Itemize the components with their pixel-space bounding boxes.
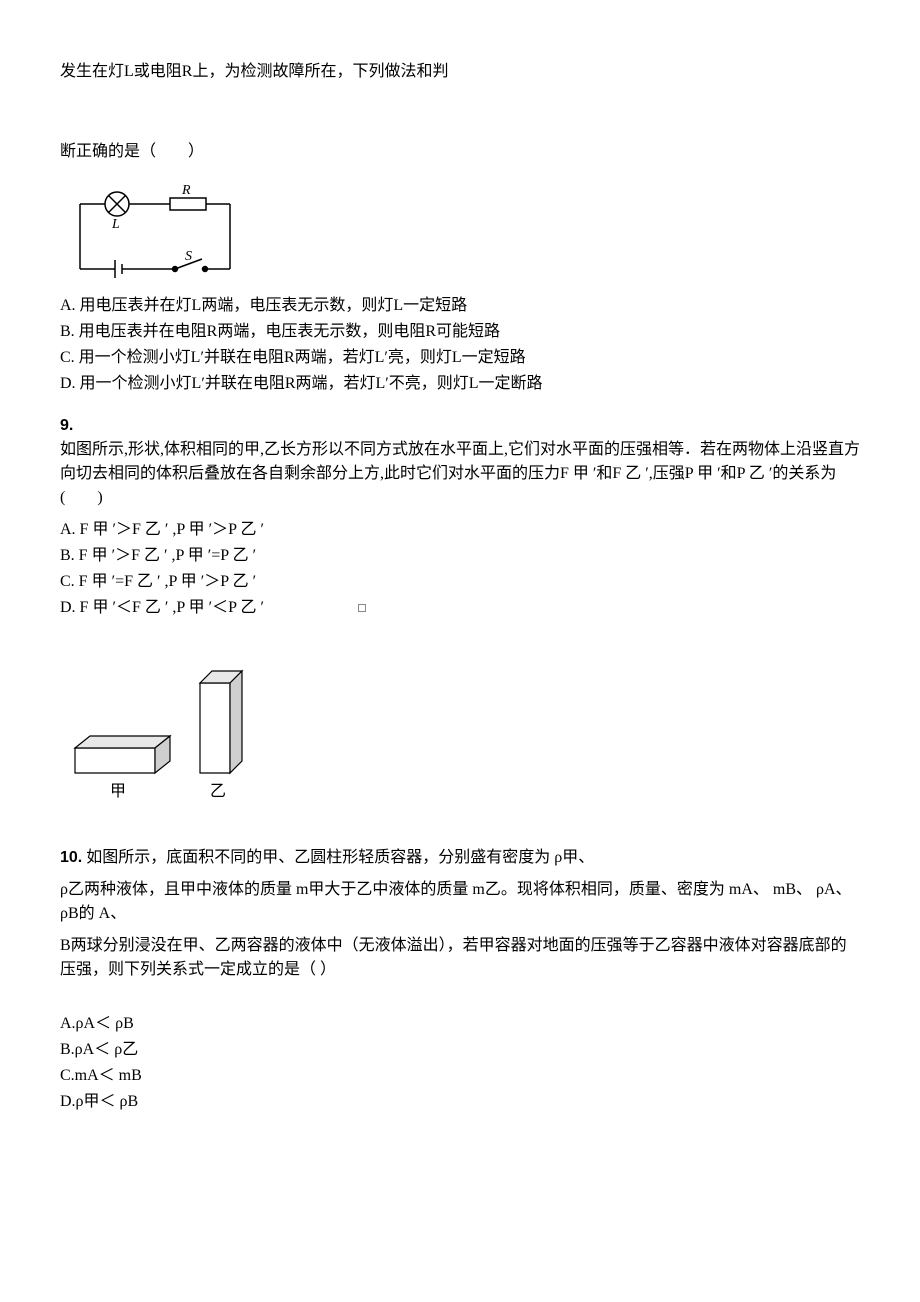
spacer <box>60 826 860 846</box>
block-label-yi: 乙 <box>210 783 226 800</box>
q9-blocks-figure: 甲 乙 <box>60 638 270 808</box>
circuit-label-S: S <box>185 249 192 264</box>
q8-stem-line2: 断正确的是（ ） <box>60 140 860 164</box>
spacer <box>60 990 860 1010</box>
circuit-label-L: L <box>111 217 120 232</box>
q10-line3: B两球分别浸没在甲、乙两容器的液体中（无液体溢出），若甲容器对地面的压强等于乙容… <box>60 934 860 982</box>
marker-icon <box>358 604 366 612</box>
q10-number: 10. <box>60 849 82 866</box>
q10-option-c: C.mA＜ mB <box>60 1064 860 1088</box>
q8-circuit-diagram: L R S <box>60 174 240 284</box>
q8-option-c: C. 用一个检测小灯L′并联在电阻R两端，若灯L′亮，则灯L一定短路 <box>60 346 860 370</box>
q8-option-d: D. 用一个检测小灯L′并联在电阻R两端，若灯L′不亮，则灯L一定断路 <box>60 372 860 396</box>
spacer <box>60 92 860 140</box>
q9-option-b: B. F 甲 ′＞F 乙 ′ ,P 甲 ′=P 乙 ′ <box>60 544 860 568</box>
q8-stem-line1: 发生在灯L或电阻R上，为检测故障所在，下列做法和判 <box>60 60 860 84</box>
q8-options: A. 用电压表并在灯L两端，电压表无示数，则灯L一定短路 B. 用电压表并在电阻… <box>60 294 860 396</box>
q9-number: 9. <box>60 414 860 438</box>
q9-options: A. F 甲 ′＞F 乙 ′ ,P 甲 ′＞P 乙 ′ B. F 甲 ′＞F 乙… <box>60 518 860 620</box>
q9-option-c: C. F 甲 ′=F 乙 ′ ,P 甲 ′＞P 乙 ′ <box>60 570 860 594</box>
q10-line2: ρ乙两种液体，且甲中液体的质量 m甲大于乙中液体的质量 m乙。现将体积相同，质量… <box>60 878 860 926</box>
block-label-jia: 甲 <box>110 783 126 800</box>
q8-option-b: B. 用电压表并在电阻R两端，电压表无示数，则电阻R可能短路 <box>60 320 860 344</box>
q10-option-a: A.ρA＜ ρB <box>60 1012 860 1036</box>
q9-option-d: D. F 甲 ′＜F 乙 ′ ,P 甲 ′＜P 乙 ′ <box>60 596 860 620</box>
q10-option-d: D.ρ甲＜ ρB <box>60 1090 860 1114</box>
q10-options: A.ρA＜ ρB B.ρA＜ ρ乙 C.mA＜ mB D.ρ甲＜ ρB <box>60 1012 860 1114</box>
circuit-label-R: R <box>181 183 191 198</box>
q9-stem: 如图所示,形状,体积相同的甲,乙长方形以不同方式放在水平面上,它们对水平面的压强… <box>60 438 860 510</box>
q9-option-a: A. F 甲 ′＞F 乙 ′ ,P 甲 ′＞P 乙 ′ <box>60 518 860 542</box>
q8-option-a: A. 用电压表并在灯L两端，电压表无示数，则灯L一定短路 <box>60 294 860 318</box>
q10-line1: 10. 如图所示，底面积不同的甲、乙圆柱形轻质容器，分别盛有密度为 ρ甲、 <box>60 846 860 870</box>
q10-option-b: B.ρA＜ ρ乙 <box>60 1038 860 1062</box>
